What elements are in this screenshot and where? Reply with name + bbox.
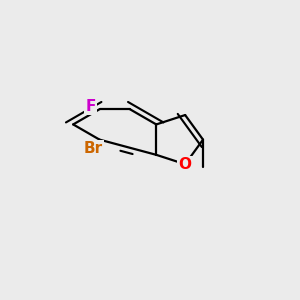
- Text: F: F: [85, 99, 96, 114]
- Text: Br: Br: [84, 141, 103, 156]
- Text: O: O: [179, 157, 192, 172]
